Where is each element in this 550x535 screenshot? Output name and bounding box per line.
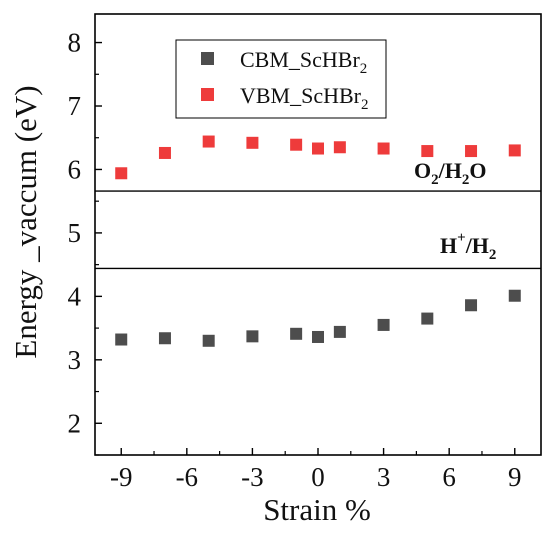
x-tick-label: 3	[377, 462, 391, 492]
ref-label-h-h2: H+/H2	[440, 230, 496, 263]
data-point-cbm	[202, 334, 215, 347]
legend-label-vbm: VBM_ScHBr2	[240, 83, 369, 113]
legend: CBM_ScHBr2 VBM_ScHBr2	[175, 39, 387, 119]
data-point-vbm	[312, 142, 324, 155]
data-point-vbm	[508, 144, 521, 157]
ref-label-o2-h2o: O2/H2O	[414, 158, 486, 188]
data-point-cbm	[290, 327, 303, 340]
legend-label-cbm: CBM_ScHBr2	[240, 47, 367, 77]
y-tick-label: 4	[68, 281, 82, 311]
data-point-vbm	[465, 145, 478, 158]
data-point-vbm	[158, 146, 171, 159]
data-point-vbm	[115, 167, 128, 180]
data-point-vbm	[290, 138, 303, 151]
x-tick-label: 6	[442, 462, 456, 492]
data-point-cbm	[465, 299, 478, 312]
legend-marker-vbm	[201, 88, 214, 101]
data-point-vbm	[421, 145, 434, 158]
y-tick-label: 7	[68, 91, 82, 121]
data-point-cbm	[312, 330, 324, 343]
data-point-cbm	[333, 325, 346, 338]
data-point-cbm	[158, 332, 171, 345]
data-point-vbm	[246, 136, 259, 149]
x-tick-label: 9	[508, 462, 522, 492]
y-axis-title: Energy _vaccum (eV)	[8, 85, 43, 358]
x-tick-label: -6	[176, 462, 199, 492]
data-point-vbm	[333, 141, 346, 154]
y-tick-label: 6	[68, 154, 82, 184]
x-tick-label: -3	[241, 462, 264, 492]
y-tick-label: 2	[68, 408, 82, 438]
y-tick-label: 3	[68, 345, 82, 375]
data-point-cbm	[508, 289, 521, 302]
y-tick-label: 8	[68, 28, 82, 58]
legend-marker-cbm	[201, 52, 214, 65]
data-point-cbm	[421, 312, 434, 325]
data-point-cbm	[377, 318, 390, 331]
data-point-vbm	[202, 135, 215, 148]
plot-frame	[94, 13, 542, 456]
data-point-vbm	[377, 142, 390, 155]
x-axis-title: Strain %	[263, 492, 371, 527]
x-tick-label: -9	[110, 462, 133, 492]
data-point-cbm	[246, 330, 259, 343]
y-tick-label: 5	[68, 218, 82, 248]
x-tick-label: 0	[311, 462, 325, 492]
data-point-cbm	[115, 333, 128, 346]
